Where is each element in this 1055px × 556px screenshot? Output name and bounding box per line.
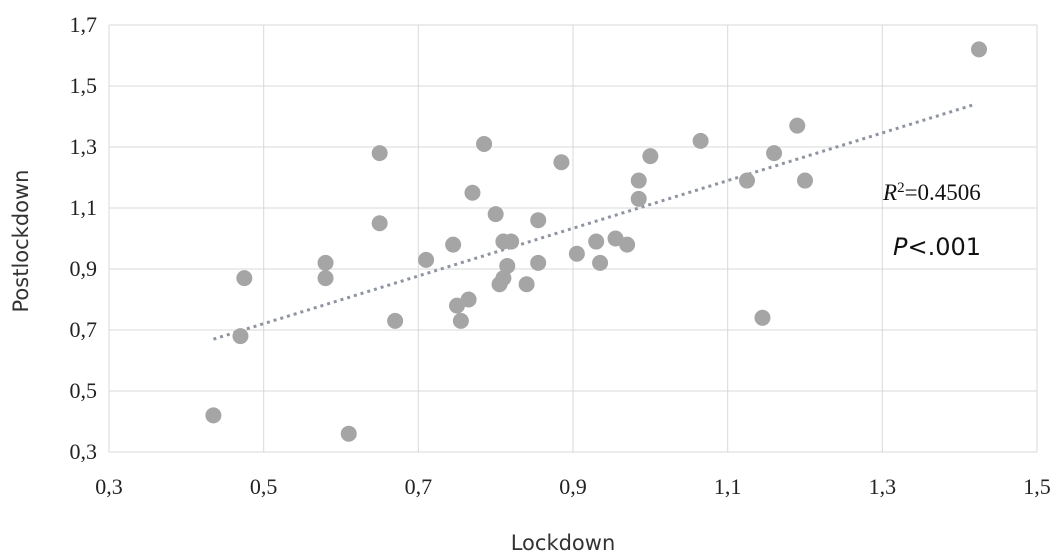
y-tick-label: 1,1 — [70, 195, 98, 220]
data-point — [371, 145, 388, 162]
data-point — [619, 236, 636, 253]
grid — [108, 24, 1038, 453]
data-points — [205, 41, 987, 442]
data-point — [630, 172, 647, 189]
data-point — [568, 245, 585, 262]
tick-labels: 0,3 0,5 0,7 0,9 1,1 1,3 1,5 0,3 0,5 0,7 0,9 1,1 1,3 1… — [70, 12, 1051, 499]
y-tick-label: 0,7 — [70, 317, 98, 342]
data-point — [518, 276, 535, 293]
r2-symbol: R — [882, 180, 897, 205]
data-point — [692, 132, 709, 149]
data-point — [503, 233, 520, 250]
y-tick-label: 1,5 — [70, 73, 98, 98]
data-point — [499, 257, 516, 274]
data-point — [971, 41, 987, 58]
data-point — [553, 154, 570, 171]
p-value: <.001 — [907, 233, 981, 261]
data-point — [452, 312, 469, 329]
data-point — [317, 270, 334, 287]
y-axis-title: Postlockdown — [9, 170, 33, 313]
x-tick-label: 1,3 — [869, 474, 897, 499]
x-tick-label: 1,5 — [1023, 474, 1051, 499]
data-point — [530, 254, 547, 271]
data-point — [464, 184, 481, 201]
data-point — [236, 270, 253, 287]
data-point — [588, 233, 605, 250]
r2-value: =0.4506 — [905, 180, 981, 205]
y-tick-label: 0,3 — [70, 439, 98, 464]
p-symbol: P — [893, 233, 908, 261]
data-point — [642, 148, 659, 165]
data-point — [530, 212, 547, 229]
y-tick-label: 1,3 — [70, 134, 98, 159]
y-tick-label: 0,9 — [70, 256, 98, 281]
data-point — [460, 291, 477, 308]
data-point — [592, 254, 609, 271]
data-point — [418, 251, 435, 268]
data-point — [317, 254, 334, 271]
data-point — [232, 328, 249, 345]
x-axis-title: Lockdown — [511, 531, 616, 555]
data-point — [205, 407, 222, 424]
data-point — [445, 236, 462, 253]
data-point — [371, 215, 388, 232]
data-point — [387, 312, 404, 329]
trendline-group — [212, 102, 976, 341]
data-point — [739, 172, 755, 189]
x-tick-label: 0,5 — [250, 474, 278, 499]
data-point — [495, 270, 512, 287]
y-tick-label: 1,7 — [70, 12, 98, 37]
data-point — [789, 117, 806, 134]
data-point — [476, 135, 493, 152]
x-tick-label: 0,9 — [559, 474, 587, 499]
y-tick-label: 0,5 — [70, 378, 98, 403]
x-tick-label: 0,7 — [405, 474, 433, 499]
data-point — [754, 309, 771, 326]
r-squared-annotation: R2=0.4506 — [882, 180, 981, 205]
trendline — [212, 102, 976, 341]
x-tick-label: 1,1 — [714, 474, 742, 499]
p-value-annotation: P<.001 — [893, 233, 981, 261]
data-point — [340, 425, 357, 442]
x-tick-label: 0,3 — [95, 474, 123, 499]
data-point — [487, 206, 504, 223]
data-point — [630, 190, 647, 207]
data-point — [766, 145, 783, 162]
data-point — [797, 172, 813, 189]
r2-exponent: 2 — [897, 180, 905, 196]
